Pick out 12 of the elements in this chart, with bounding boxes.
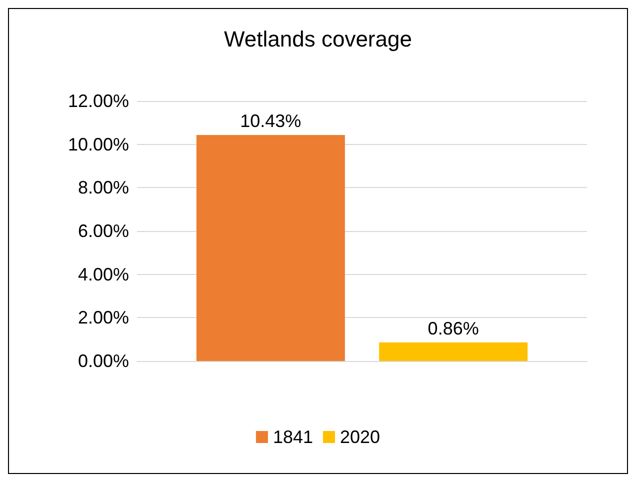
data-label: 10.43% [240,111,302,132]
y-tick-label: 10.00% [68,134,129,154]
legend-label: 1841 [272,427,314,447]
chart-title: Wetlands coverage [224,26,412,52]
y-tick-label: 2.00% [78,308,129,328]
y-tick-label: 8.00% [78,178,129,198]
y-tick-label: 0.00% [78,351,129,371]
data-label: 0.86% [428,318,479,338]
legend-label: 2020 [340,427,380,447]
y-tick-label: 12.00% [68,91,129,111]
y-tick-label: 6.00% [78,221,129,241]
y-tick-label: 4.00% [78,264,129,284]
